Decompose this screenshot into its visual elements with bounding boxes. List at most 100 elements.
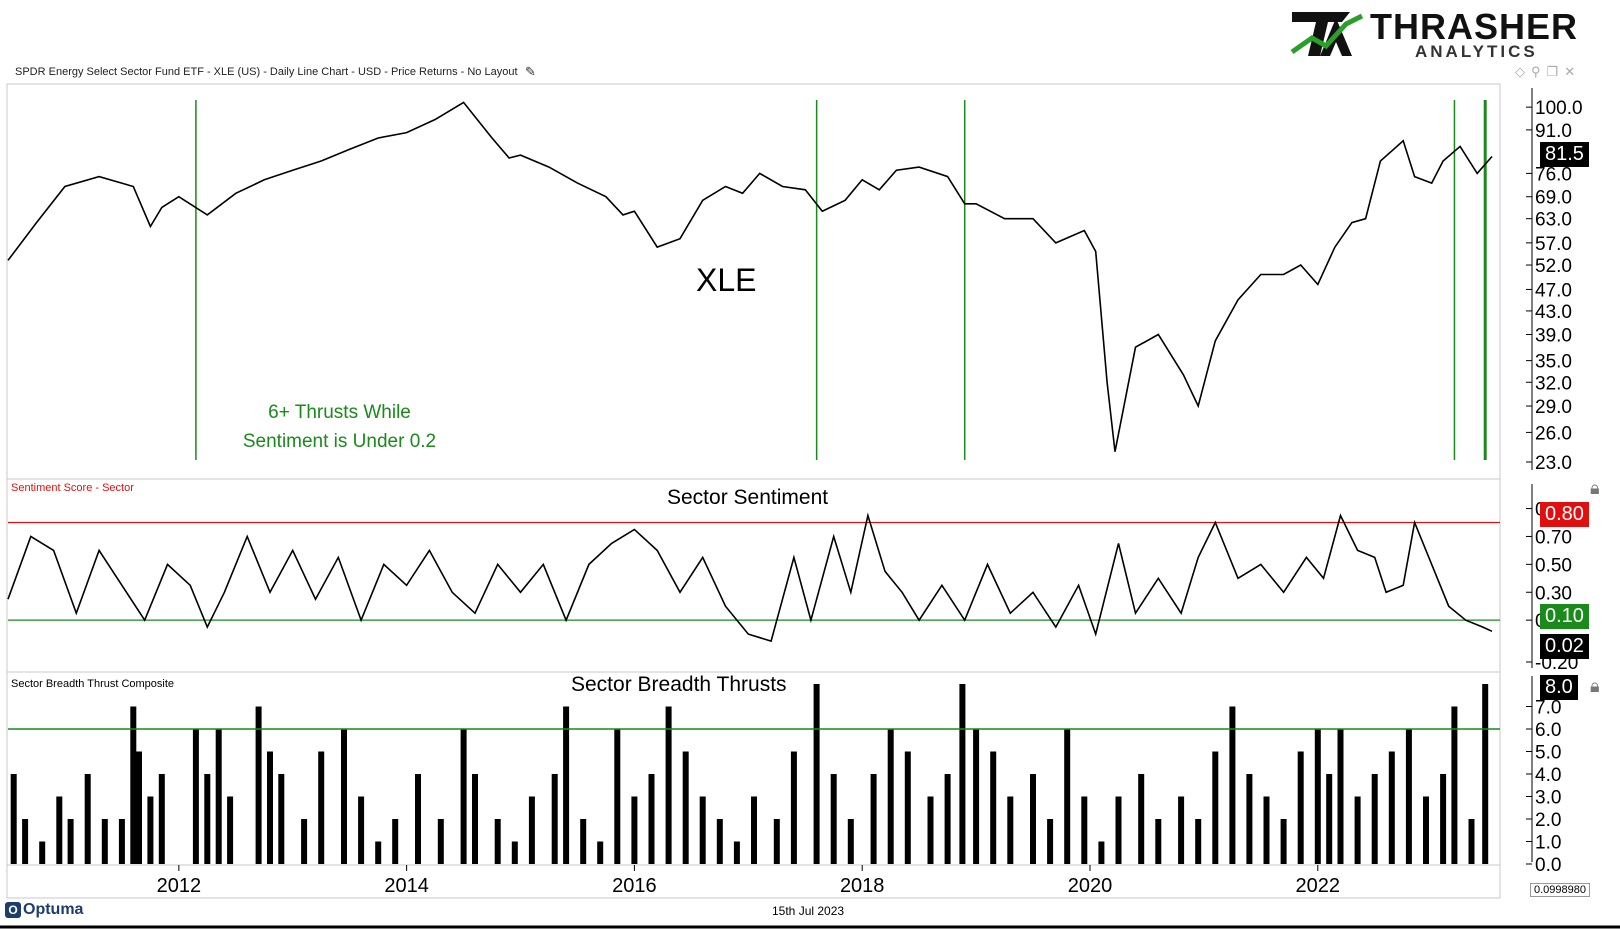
breadth-y-tick-label: 2.0 [1535, 810, 1561, 831]
price-y-tick-label: 29.0 [1535, 397, 1572, 418]
sentiment-last-value-tag: 0.02 [1540, 634, 1589, 659]
footer-date: 15th Jul 2023 [772, 904, 845, 918]
breadth-bar [1047, 819, 1054, 864]
breadth-bar [227, 796, 234, 864]
x-tick-label: 2016 [612, 875, 657, 897]
window-controls[interactable]: ◇⚲❐✕ [1515, 64, 1581, 80]
lock-icon[interactable]: 🔒︎ [1590, 478, 1600, 498]
logo-subtitle: ANALYTICS [1415, 42, 1538, 61]
diamond-icon[interactable]: ◇ [1515, 64, 1531, 79]
breadth-bar [716, 819, 723, 864]
x-axis-frame [6, 864, 1501, 899]
breadth-bar [101, 819, 108, 864]
scale-input[interactable]: 0.0998980 [1530, 883, 1590, 897]
breadth-bar [1007, 796, 1014, 864]
breadth-bar [1326, 774, 1333, 864]
breadth-bar [1388, 751, 1395, 864]
breadth-bar [1405, 729, 1412, 864]
breadth-bar [136, 751, 142, 864]
breadth-bar [1138, 774, 1145, 864]
breadth-bar [790, 751, 797, 864]
price-y-tick-label: 23.0 [1535, 453, 1572, 474]
breadth-bar [1423, 796, 1429, 864]
price-y-tick-label: 39.0 [1535, 325, 1572, 346]
breadth-bar [1314, 729, 1321, 864]
breadth-bar [341, 729, 347, 864]
price-y-tick-label: 35.0 [1535, 352, 1572, 373]
lock-icon[interactable]: 🔒︎ [1590, 676, 1600, 696]
breadth-bar [614, 729, 621, 864]
breadth-bar [375, 841, 382, 864]
sentiment-upper-tag: 0.80 [1540, 502, 1589, 527]
breadth-bar [1195, 819, 1202, 864]
pencil-icon[interactable]: ✎ [525, 64, 536, 79]
price-y-tick-label: 32.0 [1535, 373, 1572, 394]
breadth-bar [1297, 751, 1304, 864]
breadth-bar [204, 774, 211, 864]
breadth-y-tick-label: 3.0 [1535, 788, 1561, 809]
breadth-bar [1155, 819, 1162, 864]
thrasher-logo: THRASHER ANALYTICS [1290, 4, 1590, 62]
price-chart-title: XLE [696, 262, 757, 298]
breadth-bar [318, 751, 325, 864]
breadth-bar [215, 729, 222, 864]
breadth-bar [39, 841, 46, 864]
breadth-bar [1178, 796, 1185, 864]
x-tick-label: 2012 [157, 875, 202, 897]
breadth-bar [551, 774, 558, 864]
breadth-bar [528, 796, 535, 864]
breadth-bar [1064, 729, 1071, 864]
price-y-tick-label: 26.0 [1535, 423, 1572, 444]
sentiment-y-tick-label: 0.70 [1535, 527, 1572, 548]
breadth-bar [813, 684, 820, 864]
breadth-bar [147, 796, 154, 864]
breadth-bar [494, 819, 501, 864]
price-y-tick-label: 91.0 [1535, 121, 1572, 142]
breadth-bar [1371, 774, 1378, 864]
xle-price-line [7, 101, 1493, 452]
breadth-bar [665, 706, 672, 864]
breadth-bar [751, 796, 757, 864]
sentiment-line [7, 512, 1493, 643]
window-icon[interactable]: ❐ [1546, 64, 1565, 79]
thrust-annotation-line2: Sentiment is Under 0.2 [242, 431, 437, 452]
breadth-y-tick-label: 7.0 [1535, 698, 1561, 719]
price-last-value-tag: 81.5 [1540, 142, 1589, 167]
pin-icon[interactable]: ⚲ [1531, 64, 1547, 79]
breadth-bar [1081, 796, 1088, 864]
breadth-bar [358, 796, 365, 864]
breadth-bar [699, 796, 706, 864]
price-y-tick-label: 100.0 [1535, 98, 1583, 119]
breadth-y-tick-label: 6.0 [1535, 720, 1561, 741]
close-icon[interactable]: ✕ [1564, 64, 1582, 79]
sentiment-y-tick-label: 0.50 [1535, 555, 1572, 576]
breadth-bar [580, 819, 587, 864]
breadth-bar [415, 774, 421, 864]
optuma-brand: O Optuma [5, 901, 83, 919]
breadth-bar [887, 729, 894, 864]
breadth-bar [1098, 841, 1105, 864]
breadth-bar [1482, 684, 1489, 864]
breadth-y-tick-label: 0.0 [1535, 855, 1561, 876]
breadth-bar [130, 706, 137, 864]
breadth-bar [959, 684, 966, 864]
breadth-bar [847, 819, 854, 864]
logo-wordmark: THRASHER [1370, 6, 1579, 47]
breadth-y-tick-label: 1.0 [1535, 833, 1561, 854]
chart-header-title: SPDR Energy Select Sector Fund ETF - XLE… [15, 66, 518, 78]
breadth-y-tick-label: 5.0 [1535, 743, 1561, 764]
breadth-bar [10, 774, 17, 864]
breadth-bar [511, 841, 518, 864]
breadth-bar [460, 729, 467, 864]
price-y-tick-label: 47.0 [1535, 280, 1572, 301]
breadth-bar [22, 819, 29, 864]
breadth-bar [1280, 819, 1287, 864]
optuma-brand-text: Optuma [23, 901, 84, 918]
breadth-bar [1229, 706, 1236, 864]
price-y-tick-label: 43.0 [1535, 302, 1572, 323]
breadth-bar [1440, 774, 1447, 864]
breadth-bar [192, 729, 199, 864]
breadth-bar [255, 706, 262, 864]
thrust-annotation-line1: 6+ Thrusts While [268, 402, 411, 423]
